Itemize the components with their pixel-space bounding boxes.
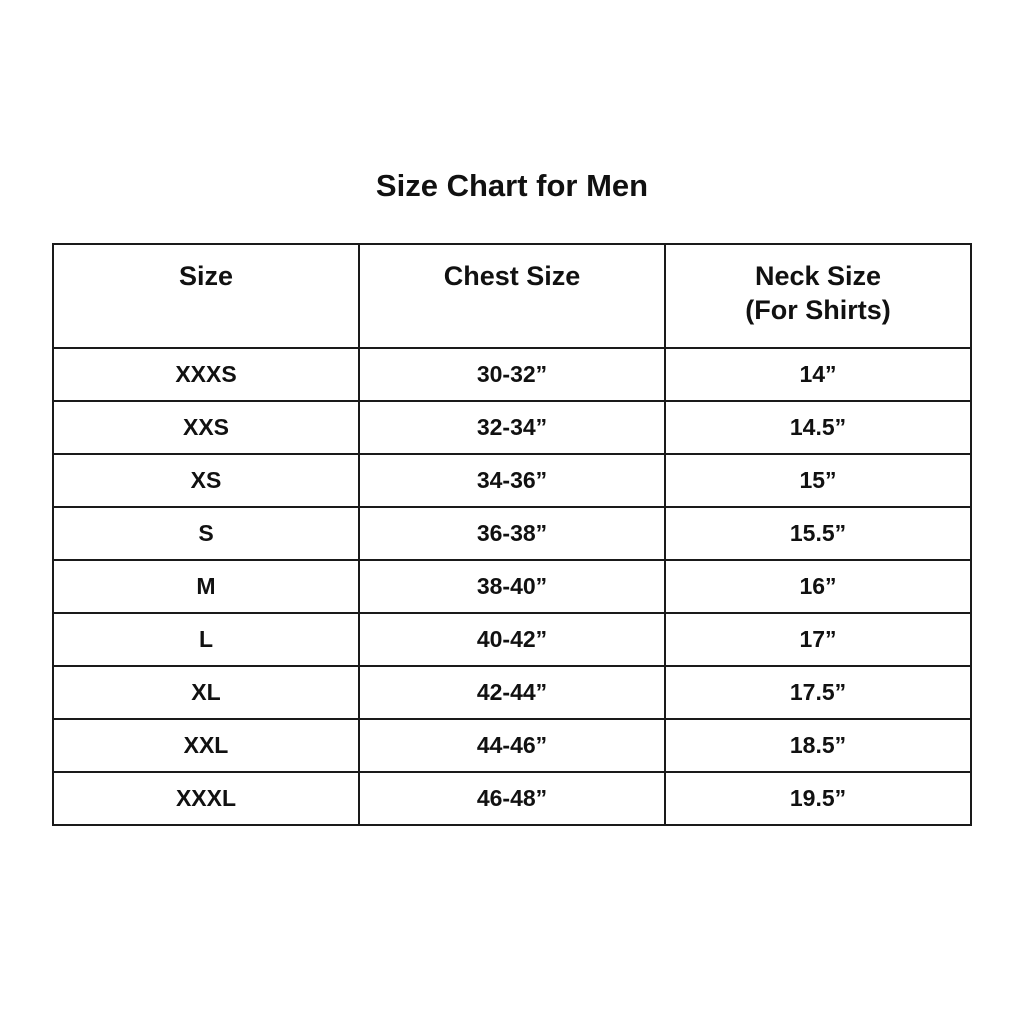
table-row: S 36-38” 15.5” <box>52 506 972 561</box>
neck-size-cell: 19.5” <box>664 771 972 826</box>
neck-size-cell: 17” <box>664 612 972 667</box>
size-cell: L <box>52 612 360 667</box>
chest-size-cell: 44-46” <box>358 718 666 773</box>
header-size: Size <box>52 243 360 349</box>
size-cell: XXL <box>52 718 360 773</box>
size-cell: S <box>52 506 360 561</box>
page-title: Size Chart for Men <box>375 168 649 203</box>
size-cell: XS <box>52 453 360 508</box>
table-body: XXXS 30-32” 14” XXS 32-34” 14.5” XS 34-36” 15” S 3… <box>52 347 972 826</box>
size-cell: XXS <box>52 400 360 455</box>
chest-size-cell: 38-40” <box>358 559 666 614</box>
header-neck-size: Neck Size (For Shirts) <box>664 243 972 349</box>
chest-size-cell: 40-42” <box>358 612 666 667</box>
table-row: XXL 44-46” 18.5” <box>52 718 972 773</box>
table-row: XXXS 30-32” 14” <box>52 347 972 402</box>
table-row: L 40-42” 17” <box>52 612 972 667</box>
header-label: Neck Size <box>754 261 882 291</box>
size-cell: XL <box>52 665 360 720</box>
neck-size-cell: 15” <box>664 453 972 508</box>
table-row: XS 34-36” 15” <box>52 453 972 508</box>
chest-size-cell: 32-34” <box>358 400 666 455</box>
neck-size-cell: 17.5” <box>664 665 972 720</box>
size-cell: M <box>52 559 360 614</box>
table-row: XL 42-44” 17.5” <box>52 665 972 720</box>
chest-size-cell: 42-44” <box>358 665 666 720</box>
header-label: Size <box>178 261 234 291</box>
chest-size-cell: 46-48” <box>358 771 666 826</box>
neck-size-cell: 15.5” <box>664 506 972 561</box>
table-row: M 38-40” 16” <box>52 559 972 614</box>
header-row: Size Chest Size Neck Size (For Shirts) <box>52 243 972 349</box>
size-cell: XXXS <box>52 347 360 402</box>
chest-size-cell: 34-36” <box>358 453 666 508</box>
header-label: Chest Size <box>443 261 581 291</box>
size-chart-table: Size Chest Size Neck Size (For Shirts) XX… <box>52 243 972 826</box>
neck-size-cell: 14” <box>664 347 972 402</box>
header-chest-size: Chest Size <box>358 243 666 349</box>
neck-size-cell: 16” <box>664 559 972 614</box>
neck-size-cell: 14.5” <box>664 400 972 455</box>
table-row: XXXL 46-48” 19.5” <box>52 771 972 826</box>
neck-size-cell: 18.5” <box>664 718 972 773</box>
size-cell: XXXL <box>52 771 360 826</box>
chest-size-cell: 30-32” <box>358 347 666 402</box>
chest-size-cell: 36-38” <box>358 506 666 561</box>
header-sublabel: (For Shirts) <box>745 295 891 325</box>
table-row: XXS 32-34” 14.5” <box>52 400 972 455</box>
